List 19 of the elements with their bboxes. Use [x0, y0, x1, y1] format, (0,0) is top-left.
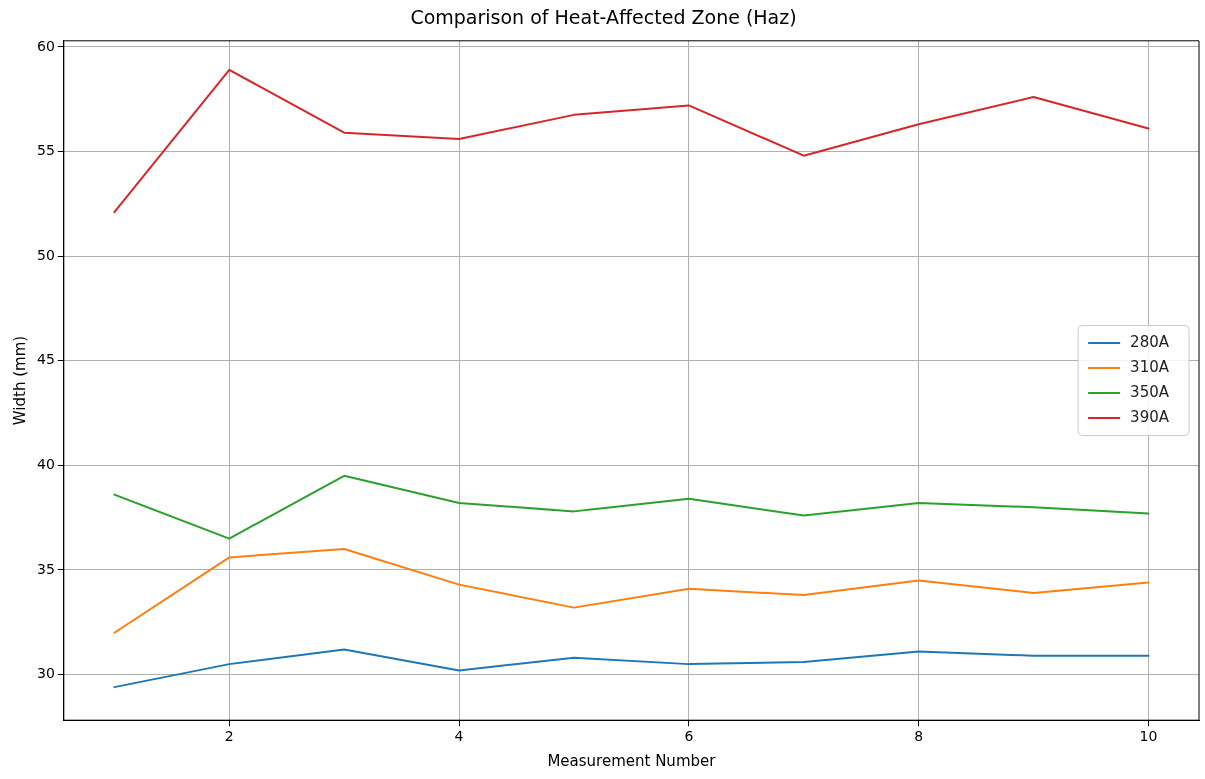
legend-label: 280A [1130, 332, 1170, 351]
x-tick-label: 10 [1139, 728, 1158, 745]
x-tick-label: 8 [914, 728, 924, 745]
y-tick-label: 40 [36, 455, 55, 472]
x-tick-label: 2 [224, 728, 234, 745]
chart-title: Comparison of Heat-Affected Zone (Haz) [410, 6, 797, 29]
x-tick-label: 4 [454, 728, 464, 745]
y-tick-label: 35 [36, 560, 55, 577]
legend-label: 390A [1130, 407, 1170, 426]
legend-label: 350A [1130, 382, 1170, 401]
y-axis-title: Width (mm) [10, 335, 29, 426]
x-tick-label: 6 [684, 728, 694, 745]
y-tick-label: 60 [36, 37, 55, 54]
y-tick-label: 45 [36, 351, 55, 368]
x-axis-title: Measurement Number [547, 751, 717, 770]
y-tick-label: 50 [36, 246, 55, 263]
y-tick-label: 55 [36, 142, 55, 159]
y-tick-label: 30 [36, 665, 55, 682]
legend-label: 310A [1130, 357, 1170, 376]
